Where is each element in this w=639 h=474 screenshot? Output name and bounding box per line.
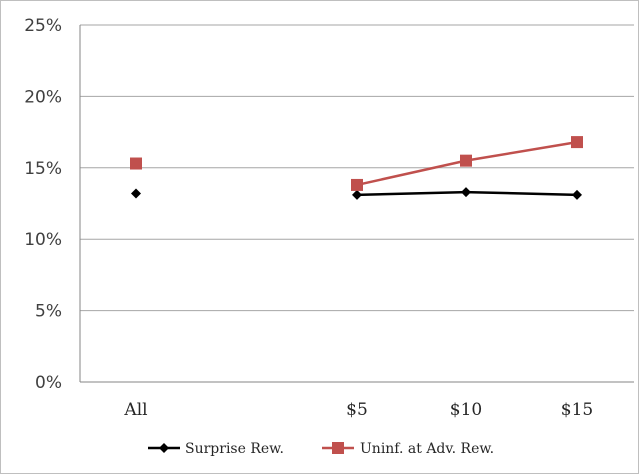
legend-label-2: Uninf. at Adv. Rew. xyxy=(360,441,494,457)
y-tick-label: 15% xyxy=(24,159,62,179)
data-point-series-1 xyxy=(352,189,362,200)
legend-marker-1 xyxy=(159,443,169,453)
y-tick-label: 10% xyxy=(24,230,62,250)
x-tick-label: All xyxy=(123,400,147,420)
series-markers xyxy=(130,136,583,200)
data-point-series-1 xyxy=(131,188,141,199)
x-tick-label: $10 xyxy=(450,400,482,420)
gridlines xyxy=(79,24,634,383)
data-point-series-2 xyxy=(460,154,472,167)
y-tick-label: 0% xyxy=(35,373,62,393)
data-point-series-2 xyxy=(351,178,363,191)
x-tick-label: $5 xyxy=(346,400,368,420)
data-point-series-2 xyxy=(130,157,142,170)
data-point-series-1 xyxy=(572,189,582,200)
legend: Surprise Rew. Uninf. at Adv. Rew. xyxy=(148,441,494,457)
x-tick-label: $15 xyxy=(561,400,593,420)
y-tick-label: 5% xyxy=(35,302,62,322)
data-point-series-1 xyxy=(461,187,471,198)
legend-label-1: Surprise Rew. xyxy=(185,441,284,457)
legend-marker-2 xyxy=(332,442,344,454)
y-axis-tick-labels: 0% 5% 10% 15% 20% 25% xyxy=(24,16,62,393)
series-lines xyxy=(356,140,578,197)
y-tick-label: 20% xyxy=(24,87,62,107)
x-axis-tick-labels: All $5 $10 $15 xyxy=(123,400,593,420)
y-tick-label: 25% xyxy=(24,16,62,36)
data-point-series-2 xyxy=(571,136,583,149)
